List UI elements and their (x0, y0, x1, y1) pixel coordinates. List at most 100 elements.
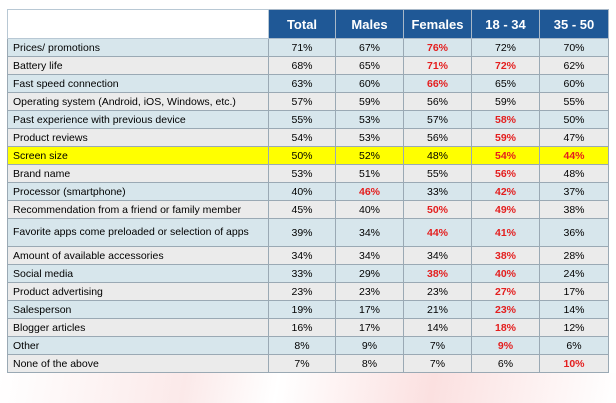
value-cell: 12% (539, 318, 609, 337)
value-cell: 18% (471, 318, 540, 337)
value-cell: 48% (403, 146, 472, 165)
value-cell: 59% (471, 128, 540, 147)
value-cell: 65% (471, 74, 540, 93)
value-cell: 70% (539, 38, 609, 57)
table-row: Product reviews 54% 53% 56% 59% 47% (7, 128, 609, 147)
value-cell: 40% (268, 182, 336, 201)
row-label: Past experience with previous device (7, 110, 269, 129)
value-cell: 40% (471, 264, 540, 283)
value-cell: 38% (403, 264, 472, 283)
row-label: Brand name (7, 164, 269, 183)
value-cell: 48% (539, 164, 609, 183)
table-row: Other 8% 9% 7% 9% 6% (7, 336, 609, 355)
value-cell: 28% (539, 246, 609, 265)
value-cell: 33% (403, 182, 472, 201)
table-row: Product advertising 23% 23% 23% 27% 17% (7, 282, 609, 301)
table-row: Favorite apps come preloaded or selectio… (7, 218, 609, 247)
value-cell: 19% (268, 300, 336, 319)
row-label: Salesperson (7, 300, 269, 319)
table-row: Recommendation from a friend or family m… (7, 200, 609, 219)
value-cell: 57% (403, 110, 472, 129)
value-cell: 34% (268, 246, 336, 265)
value-cell: 53% (335, 110, 404, 129)
value-cell: 57% (268, 92, 336, 111)
table-row: Brand name 53% 51% 55% 56% 48% (7, 164, 609, 183)
value-cell: 23% (403, 282, 472, 301)
value-cell: 62% (539, 56, 609, 75)
row-label: Processor (smartphone) (7, 182, 269, 201)
value-cell: 6% (539, 336, 609, 355)
value-cell: 56% (403, 92, 472, 111)
row-label: Screen size (7, 146, 269, 165)
value-cell: 17% (335, 300, 404, 319)
value-cell: 37% (539, 182, 609, 201)
value-cell: 59% (335, 92, 404, 111)
table-row: Past experience with previous device 55% 5… (7, 110, 609, 129)
value-cell: 14% (539, 300, 609, 319)
value-cell: 56% (403, 128, 472, 147)
value-cell: 27% (471, 282, 540, 301)
value-cell: 53% (268, 164, 336, 183)
value-cell: 8% (268, 336, 336, 355)
value-cell: 66% (403, 74, 472, 93)
value-cell: 23% (335, 282, 404, 301)
value-cell: 50% (268, 146, 336, 165)
table-row: Operating system (Android, iOS, Windows,… (7, 92, 609, 111)
value-cell: 44% (539, 146, 609, 165)
header-corner-cell (7, 9, 269, 39)
value-cell: 9% (335, 336, 404, 355)
row-label: Blogger articles (7, 318, 269, 337)
value-cell: 21% (403, 300, 472, 319)
value-cell: 67% (335, 38, 404, 57)
value-cell: 34% (335, 246, 404, 265)
value-cell: 38% (539, 200, 609, 219)
value-cell: 53% (335, 128, 404, 147)
table-body: Prices/ promotions 71% 67% 76% 72% 70% Battery… (7, 38, 609, 373)
value-cell: 9% (471, 336, 540, 355)
value-cell: 52% (335, 146, 404, 165)
row-label: Recommendation from a friend or family m… (7, 200, 269, 219)
value-cell: 40% (335, 200, 404, 219)
value-cell: 10% (539, 354, 609, 373)
table-row: Prices/ promotions 71% 67% 76% 72% 70% (7, 38, 609, 57)
value-cell: 38% (471, 246, 540, 265)
value-cell: 54% (471, 146, 540, 165)
column-header-total: Total (268, 9, 336, 39)
value-cell: 71% (268, 38, 336, 57)
value-cell: 29% (335, 264, 404, 283)
row-label: Product reviews (7, 128, 269, 147)
value-cell: 59% (471, 92, 540, 111)
value-cell: 71% (403, 56, 472, 75)
value-cell: 14% (403, 318, 472, 337)
value-cell: 16% (268, 318, 336, 337)
header-row: Total Males Females 18 - 34 35 - 50 (7, 9, 609, 39)
table-row: Amount of available accessories 34% 34% 34%… (7, 246, 609, 265)
row-label: Operating system (Android, iOS, Windows,… (7, 92, 269, 111)
row-label: Fast speed connection (7, 74, 269, 93)
value-cell: 58% (471, 110, 540, 129)
row-label: Product advertising (7, 282, 269, 301)
table-row: Processor (smartphone) 40% 46% 33% 42% 37% (7, 182, 609, 201)
value-cell: 8% (335, 354, 404, 373)
value-cell: 50% (403, 200, 472, 219)
value-cell: 46% (335, 182, 404, 201)
row-label: None of the above (7, 354, 269, 373)
value-cell: 23% (471, 300, 540, 319)
value-cell: 42% (471, 182, 540, 201)
value-cell: 51% (335, 164, 404, 183)
row-label: Prices/ promotions (7, 38, 269, 57)
value-cell: 39% (268, 218, 336, 247)
value-cell: 47% (539, 128, 609, 147)
value-cell: 7% (268, 354, 336, 373)
table-row: Fast speed connection 63% 60% 66% 65% 60% (7, 74, 609, 93)
table-row: Blogger articles 16% 17% 14% 18% 12% (7, 318, 609, 337)
value-cell: 17% (539, 282, 609, 301)
table-row: None of the above 7% 8% 7% 6% 10% (7, 354, 609, 373)
value-cell: 7% (403, 354, 472, 373)
table-row: Battery life 68% 65% 71% 72% 62% (7, 56, 609, 75)
row-label: Battery life (7, 56, 269, 75)
value-cell: 49% (471, 200, 540, 219)
value-cell: 7% (403, 336, 472, 355)
value-cell: 68% (268, 56, 336, 75)
value-cell: 55% (268, 110, 336, 129)
